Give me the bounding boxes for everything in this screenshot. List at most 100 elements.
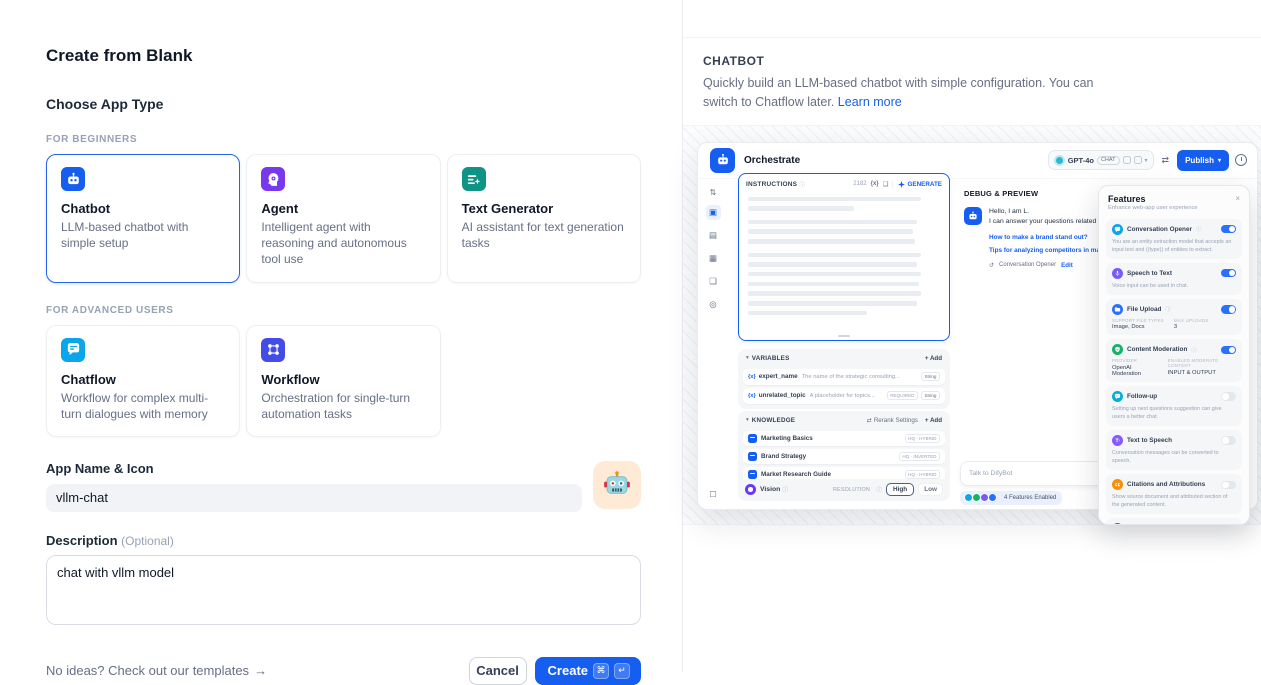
preview-description: Quickly build an LLM-based chatbot with … bbox=[703, 76, 1094, 109]
feature-speech-to-text: Speech to Text Voice input can be used i… bbox=[1106, 262, 1242, 295]
cmd-key-icon: ⌘ bbox=[593, 662, 609, 679]
conversation-opener-icon bbox=[1112, 223, 1123, 235]
switch-mode-icon: ⇄ bbox=[1161, 154, 1170, 165]
rerank-settings-button: ⇄ Rerank Settings bbox=[866, 416, 918, 424]
publish-button: Publish ▾ bbox=[1177, 149, 1229, 171]
variable-icon: {x} bbox=[870, 181, 879, 187]
app-type-preview-panel: CHATBOT Quickly build an LLM-based chatb… bbox=[683, 0, 1261, 672]
conversation-opener-row: ↺ Conversation Opener Edit bbox=[989, 261, 1073, 269]
opener-icon: ↺ bbox=[989, 262, 995, 269]
enter-key-icon: ↵ bbox=[614, 662, 630, 679]
info-icon: ⓘ bbox=[1191, 347, 1197, 354]
features-panel: Features × Enhance web-app user experien… bbox=[1098, 184, 1250, 525]
feature-file-upload: File Upload ⓘ SUPPORT FILE TYPES Image, D… bbox=[1106, 298, 1242, 336]
speech-to-text-icon bbox=[1112, 267, 1123, 279]
sparkle-icon bbox=[898, 180, 906, 188]
content-moderation-icon bbox=[1112, 344, 1123, 356]
toggle-switch bbox=[1221, 268, 1236, 278]
for-advanced-users-label: FOR ADVANCED USERS bbox=[46, 304, 174, 316]
orchestrate-preview-window: Orchestrate GPT-4o CHAT ▾ ⇄ Publish bbox=[697, 141, 1258, 525]
token-count: 2182 bbox=[853, 181, 867, 187]
card-desc: LLM-based chatbot with simple setup bbox=[61, 220, 189, 251]
knowledge-row: Marketing Basics HQ · HYBRID bbox=[743, 430, 945, 446]
create-from-blank-panel: Create from Blank Choose App Type FOR BE… bbox=[46, 0, 683, 685]
bot-greeting-message: Hello, I am L. I can answer your questio… bbox=[964, 206, 1127, 269]
app-name-label: App Name & Icon bbox=[46, 460, 154, 476]
dataset-icon bbox=[748, 451, 757, 461]
create-button[interactable]: Create ⌘ ↵ bbox=[534, 656, 641, 685]
preview-topbar: Orchestrate GPT-4o CHAT ▾ ⇄ Publish bbox=[698, 143, 1257, 179]
file-upload-icon bbox=[1112, 303, 1123, 315]
dataset-icon bbox=[748, 469, 757, 479]
collapse-panel-icon: ☐ bbox=[709, 489, 717, 499]
model-provider-icon bbox=[1053, 154, 1065, 166]
info-icon: ⓘ bbox=[799, 182, 806, 189]
app-icon-picker[interactable] bbox=[593, 460, 641, 509]
chevron-down-icon: ▾ bbox=[1144, 157, 1148, 164]
toggle-switch bbox=[1221, 436, 1236, 445]
templates-link[interactable]: No ideas? Check out our templates → bbox=[46, 663, 268, 679]
chevron-down-icon: ▾ bbox=[746, 355, 749, 361]
knowledge-row: Brand Strategy HQ · INVERTED bbox=[743, 448, 945, 464]
knowledge-panel: ▾ KNOWLEDGE ⇄ Rerank Settings + Add Marke… bbox=[738, 410, 950, 487]
description-textarea[interactable] bbox=[46, 554, 641, 625]
preview-pane-toolbar bbox=[683, 0, 1261, 38]
app-type-card-text-generator[interactable]: Text Generator AI assistant for text gen… bbox=[446, 154, 641, 283]
generate-button: GENERATE bbox=[892, 180, 942, 188]
arrow-right-icon: → bbox=[254, 663, 268, 679]
app-name-input[interactable] bbox=[46, 483, 582, 512]
knowledge-row: Market Research Guide HQ · HYBRID bbox=[743, 466, 945, 482]
variable-row: {x} expert_name The name of the strategi… bbox=[743, 368, 945, 385]
learn-more-link[interactable]: Learn more bbox=[837, 94, 902, 109]
app-type-card-workflow[interactable]: Workflow Orchestration for single-turn a… bbox=[246, 324, 441, 437]
preview-app-title: Orchestrate bbox=[744, 154, 801, 166]
retrieval-badge: HQ · HYBRID bbox=[904, 469, 940, 479]
preview-illustration-area: Orchestrate GPT-4o CHAT ▾ ⇄ Publish bbox=[683, 124, 1261, 525]
preview-heading: CHATBOT bbox=[703, 54, 765, 68]
citations-icon bbox=[1112, 479, 1123, 491]
app-type-card-chatflow[interactable]: Chatflow Workflow for complex multi-turn… bbox=[46, 324, 241, 437]
description-label: Description (Optional) bbox=[46, 532, 174, 548]
feature-follow-up: Follow-up Setting up next questions sugg… bbox=[1106, 385, 1242, 427]
info-icon: ⓘ bbox=[782, 488, 789, 494]
add-knowledge-button: + Add bbox=[924, 416, 942, 424]
upload-feature-dot bbox=[988, 493, 997, 502]
debug-preview-heading: DEBUG & PREVIEW bbox=[964, 188, 1039, 198]
agent-icon bbox=[261, 167, 286, 191]
follow-up-icon bbox=[1112, 390, 1123, 402]
annotations-nav-icon: ❏ bbox=[709, 275, 717, 286]
robot-emoji-icon bbox=[604, 471, 630, 494]
info-icon: ⓘ bbox=[1196, 227, 1202, 233]
toggle-switch bbox=[1221, 345, 1236, 355]
instructions-panel: INSTRUCTIONS ⓘ 2182 {x} ❏ GENERATE bbox=[738, 172, 950, 341]
info-icon: ⓘ bbox=[1165, 307, 1171, 314]
text-generator-icon bbox=[461, 167, 486, 191]
app-type-card-agent[interactable]: Agent Intelligent agent with reasoning a… bbox=[246, 154, 441, 283]
history-icon bbox=[1235, 154, 1247, 166]
card-desc: Workflow for complex multi-turn dialogue… bbox=[61, 390, 209, 421]
card-title: Agent bbox=[261, 201, 299, 216]
annotation-reply-icon bbox=[1112, 523, 1123, 524]
vision-setting-bar: Vision ⓘ RESOLUTION ⓘ High Low bbox=[738, 478, 950, 501]
model-settings-icon bbox=[1133, 156, 1142, 164]
monitoring-nav-icon: ◎ bbox=[709, 298, 717, 309]
text-to-speech-icon bbox=[1112, 435, 1123, 447]
app-type-card-chatbot[interactable]: Chatbot LLM-based chatbot with simple se… bbox=[46, 154, 241, 283]
feature-annotation-reply: Annotation Reply bbox=[1106, 518, 1242, 524]
variable-row: {x} unrelated_topic A placeholder for to… bbox=[743, 387, 945, 404]
features-enabled-bar: 4 Features Enabled bbox=[960, 490, 1063, 505]
retrieval-badge: HQ · HYBRID bbox=[904, 433, 940, 443]
beginner-cards: Chatbot LLM-based chatbot with simple se… bbox=[46, 154, 641, 283]
card-desc: Orchestration for single-turn automation… bbox=[261, 390, 411, 421]
cancel-button[interactable]: Cancel bbox=[468, 656, 527, 685]
greeting-text: Hello, I am L. I can answer your questio… bbox=[989, 207, 1097, 226]
card-desc: AI assistant for text generation tasks bbox=[461, 220, 624, 251]
close-icon: × bbox=[1235, 194, 1240, 203]
add-variable-button: + Add bbox=[924, 354, 942, 362]
variables-panel: ▾ VARIABLES + Add {x} expert_name The na… bbox=[738, 348, 950, 409]
card-title: Chatflow bbox=[61, 371, 116, 387]
choose-app-type-heading: Choose App Type bbox=[46, 96, 164, 112]
variable-icon: {x} bbox=[748, 373, 756, 380]
card-title: Text Generator bbox=[461, 201, 554, 216]
advanced-cards: Chatflow Workflow for complex multi-turn… bbox=[46, 324, 641, 437]
